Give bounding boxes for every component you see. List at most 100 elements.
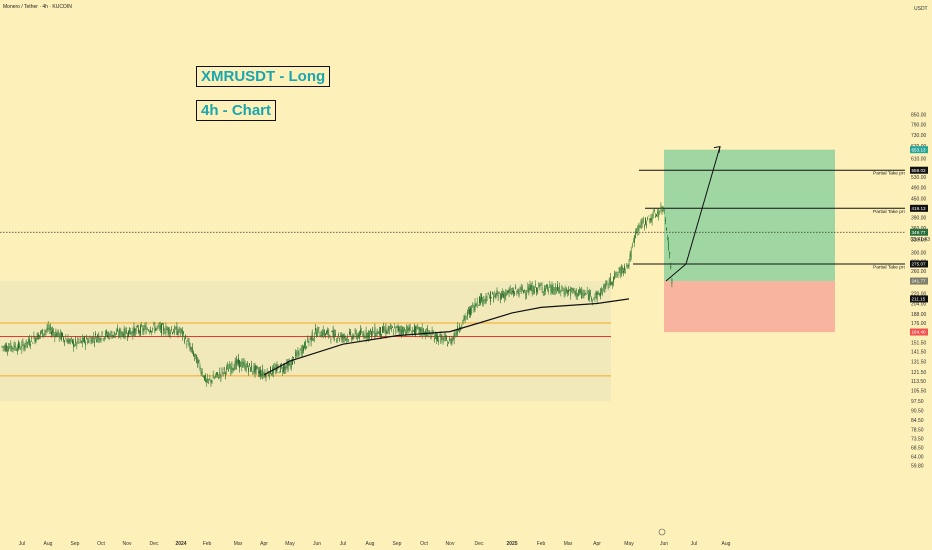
candle-body <box>364 337 366 338</box>
candle <box>359 330 360 342</box>
price-axis[interactable]: USDT850.00790.00730.00670.00610.00530.00… <box>905 0 932 550</box>
candle <box>383 322 385 333</box>
time-axis[interactable]: Jul Aug Sep Oct Nov Dec 2024 Feb Mar Apr May Jun Jul… <box>19 528 731 547</box>
time-tick: Aug <box>44 541 53 547</box>
candle-body <box>253 366 255 372</box>
candle <box>176 322 178 336</box>
candle <box>303 345 304 354</box>
time-tick: Aug <box>366 541 375 547</box>
candle <box>600 288 601 300</box>
candle-body <box>532 286 534 295</box>
candle <box>233 363 235 371</box>
candle <box>388 325 390 335</box>
price-tag: 559.03 <box>910 166 928 174</box>
take-profit-label: Partial Take profit <box>873 209 911 215</box>
long-position-tool[interactable] <box>664 149 835 333</box>
candle-body <box>543 288 545 292</box>
candle-body <box>12 348 14 349</box>
candle-body <box>583 293 585 297</box>
candle-body <box>662 206 664 209</box>
candle-body <box>70 337 72 339</box>
price-tag: 241.77 <box>910 277 928 285</box>
candle <box>234 357 236 370</box>
candle-body <box>355 332 357 338</box>
candle-body <box>408 327 410 332</box>
candle-body <box>208 379 210 380</box>
candle <box>487 292 489 296</box>
candle <box>91 336 93 344</box>
candle-body <box>488 296 490 299</box>
candle-body <box>504 292 506 299</box>
profit-zone[interactable] <box>664 149 835 282</box>
candle-body <box>636 228 638 230</box>
timeframe-label[interactable]: 4h - Chart <box>196 100 277 121</box>
candle <box>616 271 618 279</box>
candle <box>415 325 416 338</box>
candle-body <box>174 326 176 334</box>
candle <box>232 367 234 374</box>
candle <box>337 336 338 343</box>
candle <box>157 323 159 330</box>
candle <box>195 353 196 360</box>
price-tick: 105.50 <box>911 388 927 394</box>
candle <box>167 326 169 337</box>
candle <box>602 287 603 297</box>
price-tick: 141.50 <box>911 350 927 356</box>
candle <box>80 340 82 344</box>
candle <box>408 324 410 335</box>
candle <box>240 361 242 367</box>
candle <box>494 290 496 298</box>
candle-body <box>466 311 468 317</box>
candle-body <box>382 326 383 333</box>
candle <box>626 263 628 269</box>
drawing-annotations[interactable] <box>665 146 721 282</box>
setup-title-label[interactable]: XMRUSDT - Long <box>196 66 331 87</box>
candle-body <box>215 375 216 378</box>
candle <box>619 266 621 279</box>
stop-loss-zone[interactable] <box>664 281 835 333</box>
candle-body <box>369 331 370 339</box>
price-tag: 211.15 <box>910 295 928 303</box>
candle <box>270 366 271 375</box>
candle-body <box>589 291 590 300</box>
candle <box>309 337 311 340</box>
candle <box>356 333 358 341</box>
candle-body <box>624 266 625 271</box>
candle <box>211 379 213 384</box>
candle <box>37 332 39 340</box>
candle <box>352 333 354 341</box>
price-tag-text: 211.15 <box>912 297 926 302</box>
candle <box>138 324 139 334</box>
candle-body <box>559 285 561 293</box>
candle-body <box>163 326 165 332</box>
candle <box>261 370 262 378</box>
candle <box>18 340 19 351</box>
candle-body <box>329 335 331 336</box>
candle <box>246 361 248 368</box>
candle <box>174 324 176 336</box>
candle-body <box>114 333 116 335</box>
candle-body <box>303 346 304 351</box>
candle <box>607 283 609 290</box>
candle <box>322 325 324 339</box>
candle-body <box>144 325 146 327</box>
projection-arrow[interactable] <box>665 146 721 282</box>
candle-body <box>564 288 566 296</box>
candle-body <box>360 329 361 336</box>
candle-body <box>263 373 265 375</box>
event-marker-icon[interactable] <box>658 528 666 536</box>
candle-body <box>26 342 28 344</box>
candle <box>108 331 110 340</box>
candle-body <box>117 328 118 331</box>
candle <box>554 283 556 295</box>
candle-body <box>111 334 113 339</box>
candle <box>271 372 272 376</box>
candle <box>140 323 141 337</box>
candle <box>568 286 569 296</box>
price-tag-bg <box>910 204 928 212</box>
candle-body <box>387 328 389 330</box>
candle-body <box>620 266 622 274</box>
candle <box>121 331 123 337</box>
candle <box>664 216 666 225</box>
